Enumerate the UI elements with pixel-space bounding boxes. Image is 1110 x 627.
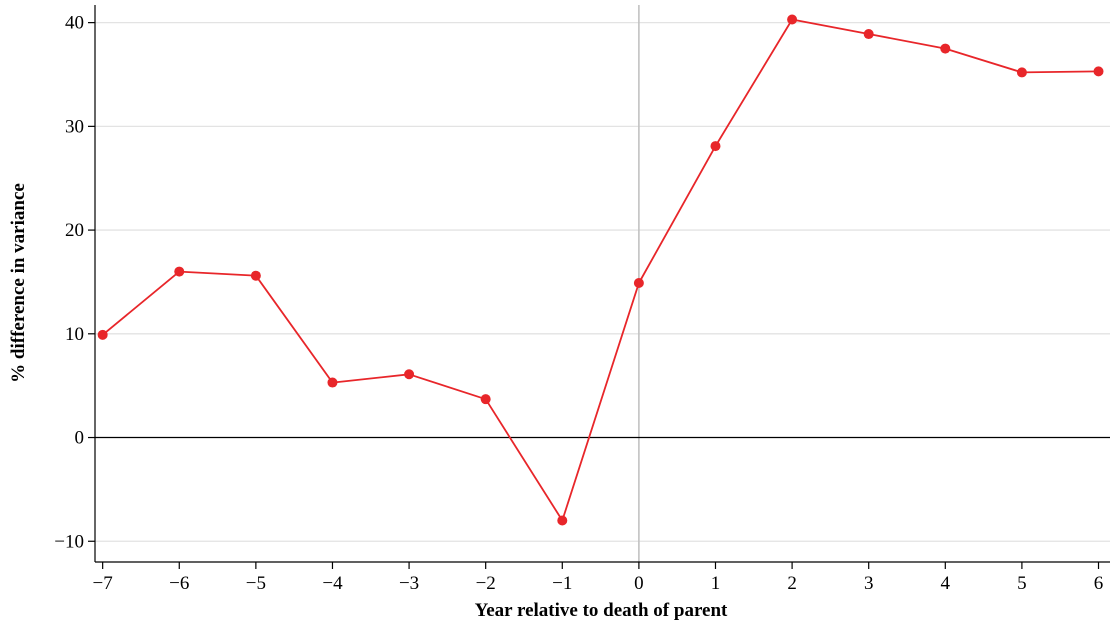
- x-axis-ticks: −7 −6 −5 −4 −3 −2 −1 0 1 2 3 4 5 6: [93, 562, 1104, 594]
- y-tick-label: 20: [65, 220, 84, 241]
- x-tick-label: −7: [93, 573, 113, 594]
- x-tick-label: 3: [864, 573, 874, 594]
- data-point: [633, 277, 644, 288]
- axes: [94, 5, 1110, 563]
- x-tick-label: −6: [169, 573, 189, 594]
- x-tick-label: −4: [322, 573, 343, 594]
- x-tick-label: 5: [1017, 573, 1027, 594]
- x-tick-label: −5: [246, 573, 266, 594]
- reference-lines: [95, 5, 1110, 562]
- x-tick-label: −2: [476, 573, 496, 594]
- data-point: [174, 266, 185, 277]
- y-tick-label: 40: [65, 13, 84, 34]
- data-point: [863, 29, 874, 40]
- y-tick-label: 0: [75, 428, 85, 449]
- data-point: [250, 270, 261, 281]
- data-point: [97, 329, 108, 340]
- y-tick-label: −10: [54, 531, 84, 552]
- y-axis-ticks: −10 0 10 20 30 40: [54, 13, 95, 552]
- x-tick-label: 1: [711, 573, 721, 594]
- data-point: [480, 394, 491, 405]
- data-point: [557, 515, 568, 526]
- y-tick-label: 10: [65, 324, 84, 345]
- series-line: [102, 18, 1099, 522]
- x-tick-label: −3: [399, 573, 419, 594]
- data-point: [940, 43, 951, 54]
- gridlines: [95, 21, 1110, 542]
- x-tick-label: 2: [787, 573, 797, 594]
- y-tick-label: 30: [65, 116, 84, 137]
- data-point: [1093, 66, 1104, 77]
- data-point: [710, 141, 721, 152]
- x-axis-title: Year relative to death of parent: [475, 600, 728, 621]
- data-point: [327, 377, 338, 388]
- data-point: [1016, 67, 1027, 78]
- data-series: [97, 14, 1104, 526]
- y-axis-title: % difference in variance: [8, 183, 29, 383]
- data-point: [787, 14, 798, 25]
- data-point: [404, 369, 415, 380]
- x-tick-label: 6: [1094, 573, 1104, 594]
- x-tick-label: 4: [941, 573, 951, 594]
- x-tick-label: −1: [552, 573, 572, 594]
- x-tick-label: 0: [634, 573, 644, 594]
